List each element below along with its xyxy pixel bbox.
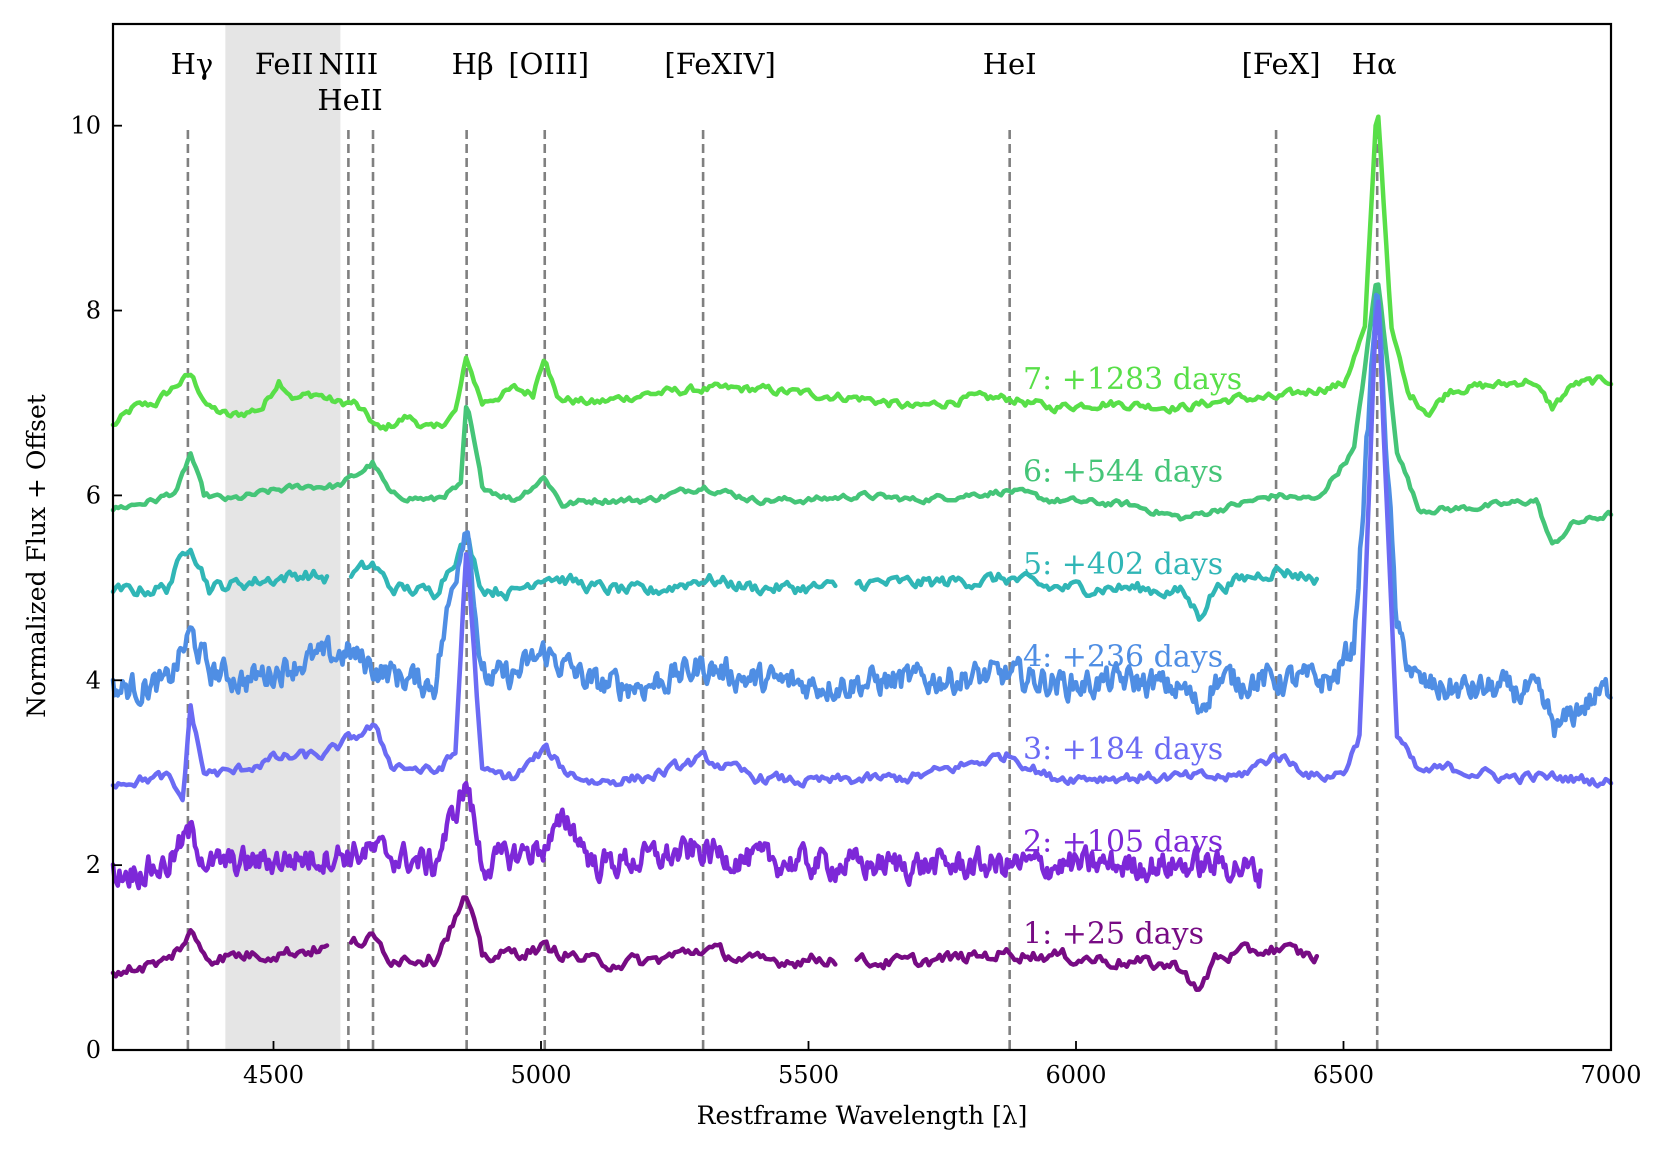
series-7-segment-1 — [110, 928, 330, 979]
series-3-segment-2 — [348, 532, 838, 602]
series-5-label: 3: +184 days — [1023, 732, 1223, 767]
series-4-label: 4: +236 days — [1023, 639, 1223, 674]
series-7: 1: +25 days — [110, 895, 1320, 993]
line-marker-label-h: Hγ — [171, 47, 214, 81]
series-4-segment-1 — [110, 292, 1613, 739]
series-4: 4: +236 days — [110, 292, 1613, 739]
series-7-label: 1: +25 days — [1023, 917, 1204, 952]
line-marker-label-fexiv: [FeXIV] — [664, 47, 775, 81]
line-marker-label-fex: [FeX] — [1242, 47, 1321, 81]
y-tick-label-0: 0 — [86, 1036, 101, 1064]
y-tick-label-10: 10 — [70, 112, 101, 140]
series-2-segment-1 — [110, 282, 1614, 546]
line-marker-label-oiii: [OIII] — [508, 47, 589, 81]
y-tick-label-4: 4 — [86, 666, 101, 694]
series-3-segment-3 — [854, 564, 1320, 622]
shaded-region-layer — [225, 24, 341, 1050]
line-marker-label-niii: NIII — [319, 47, 379, 81]
series-3-segment-1 — [110, 547, 330, 598]
x-tick-label-6000: 6000 — [1045, 1061, 1106, 1089]
series-1-segment-1 — [110, 114, 1614, 432]
series-5: 3: +184 days — [110, 299, 1614, 803]
series-6: 2: +105 days — [110, 780, 1263, 891]
line-marker-label-h: Hβ — [452, 47, 494, 81]
series-3: 5: +402 days — [110, 532, 1320, 622]
plot-frame — [111, 22, 1613, 1052]
series-2-label: 6: +544 days — [1023, 455, 1223, 490]
line-marker-label-feii: FeII — [255, 47, 314, 81]
y-axis-label: Normalized Flux + Offset — [22, 394, 51, 718]
series-7-segment-2 — [348, 895, 838, 973]
y-tick-label-8: 8 — [86, 297, 101, 325]
y-tick-label-6: 6 — [86, 481, 101, 509]
series-layer: 7: +1283 days 6: +544 days 5: +402 days 4: … — [110, 114, 1614, 993]
x-axis-label: Restframe Wavelength [λ] — [697, 1101, 1028, 1130]
x-tick-label-6500: 6500 — [1313, 1061, 1374, 1089]
x-tick-label-7000: 7000 — [1580, 1061, 1641, 1089]
x-tick-label-4500: 4500 — [243, 1061, 304, 1089]
series-1-label: 7: +1283 days — [1023, 362, 1242, 397]
series-7-segment-3 — [854, 941, 1320, 993]
axis-layer: 4500 5000 5500 6000 6500 7000 0 2 4 6 8 10 — [70, 22, 1642, 1089]
series-2: 6: +544 days — [110, 282, 1614, 546]
series-5-segment-1 — [110, 299, 1614, 803]
shaded-region-1 — [225, 24, 341, 1050]
line-marker-label-h: Hα — [1352, 47, 1397, 81]
line-marker-label-hei: HeI — [983, 47, 1037, 81]
series-6-label: 2: +105 days — [1023, 824, 1223, 859]
series-3-label: 5: +402 days — [1023, 547, 1223, 582]
series-6-segment-1 — [110, 780, 1263, 891]
x-tick-label-5500: 5500 — [778, 1061, 839, 1089]
x-tick-label-5000: 5000 — [510, 1061, 571, 1089]
series-1: 7: +1283 days — [110, 114, 1614, 432]
line-marker-label-heii: HeII — [317, 83, 382, 117]
y-tick-label-2: 2 — [86, 851, 101, 879]
